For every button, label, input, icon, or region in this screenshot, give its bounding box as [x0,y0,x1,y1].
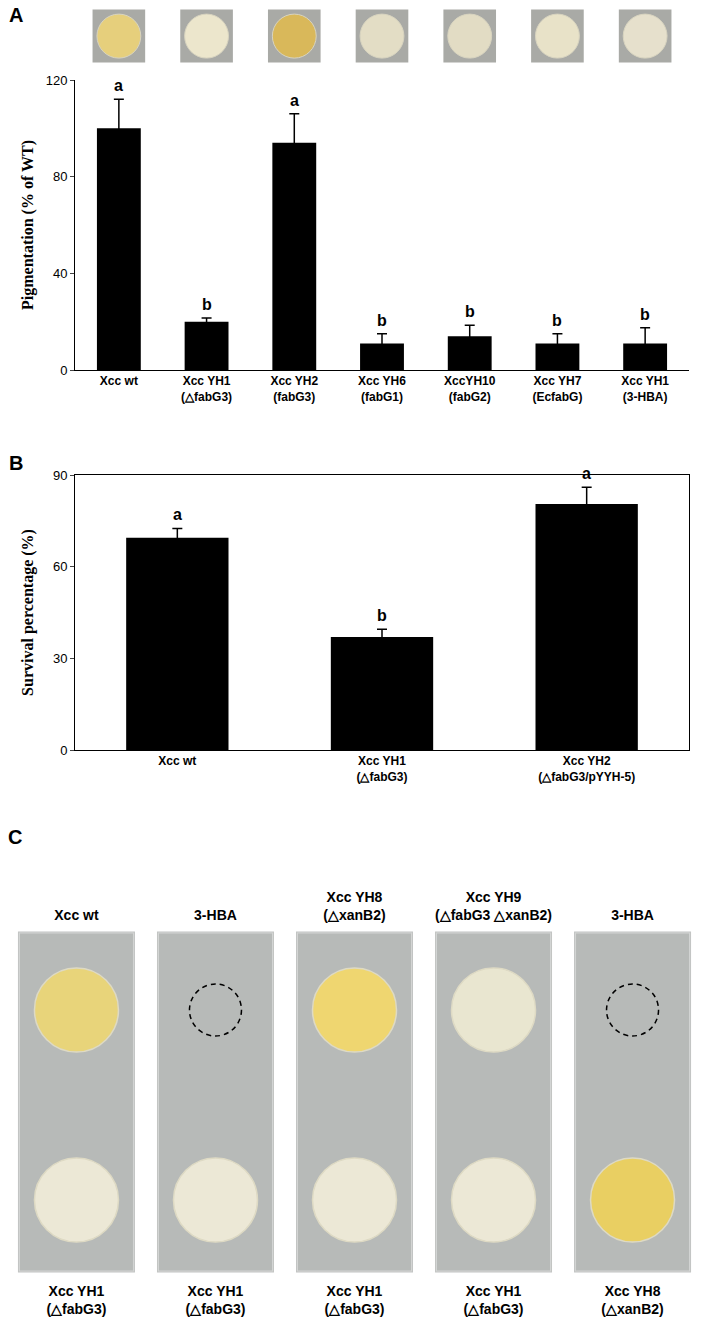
svg-text:a: a [582,465,591,482]
svg-text:120: 120 [46,73,68,88]
svg-text:60: 60 [53,559,67,574]
svg-text:a: a [173,506,182,523]
svg-text:B: B [9,452,23,474]
svg-text:Survival percentage (%): Survival percentage (%) [19,529,37,696]
svg-text:Xcc YH7(EcfabG): Xcc YH7(EcfabG) [532,374,582,404]
svg-text:Xcc YH2(△fabG3/pYYH-5): Xcc YH2(△fabG3/pYYH-5) [538,754,635,784]
svg-text:a: a [290,92,299,109]
svg-text:40: 40 [53,266,67,281]
svg-text:b: b [552,312,562,329]
svg-text:Xcc YH1(△fabG3): Xcc YH1(△fabG3) [464,1283,524,1317]
svg-text:Pigmentation (% of WT): Pigmentation (% of WT) [19,140,37,310]
svg-text:Xcc YH1(3-HBA): Xcc YH1(3-HBA) [621,374,669,404]
svg-text:30: 30 [53,651,67,666]
svg-text:Xcc YH1(△fabG3): Xcc YH1(△fabG3) [46,1283,106,1317]
svg-text:b: b [640,306,650,323]
svg-text:Xcc YH9(△fabG3 △xanB2): Xcc YH9(△fabG3 △xanB2) [435,889,552,923]
svg-text:XccYH10(fabG2): XccYH10(fabG2) [444,374,496,404]
svg-text:Xcc YH1(△fabG3): Xcc YH1(△fabG3) [357,754,408,784]
svg-text:Xcc YH8(△xanB2): Xcc YH8(△xanB2) [601,1283,663,1317]
svg-text:3-HBA: 3-HBA [194,907,237,923]
svg-text:Xcc YH1(△fabG3): Xcc YH1(△fabG3) [185,1283,245,1317]
svg-text:b: b [202,296,212,313]
svg-text:Xcc YH2(fabG3): Xcc YH2(fabG3) [270,374,318,404]
svg-text:a: a [114,77,123,94]
svg-text:b: b [465,303,475,320]
svg-text:0: 0 [60,363,67,378]
svg-text:Xcc YH1(△fabG3): Xcc YH1(△fabG3) [325,1283,385,1317]
svg-text:Xcc wt: Xcc wt [158,754,196,768]
svg-text:A: A [9,4,23,26]
svg-text:b: b [377,607,387,624]
svg-text:Xcc wt: Xcc wt [100,374,138,388]
svg-text:80: 80 [53,169,67,184]
svg-text:Xcc YH8(△xanB2): Xcc YH8(△xanB2) [323,889,385,923]
svg-text:Xcc wt: Xcc wt [54,907,99,923]
svg-text:Xcc YH6(fabG1): Xcc YH6(fabG1) [358,374,406,404]
svg-text:3-HBA: 3-HBA [611,907,654,923]
svg-text:b: b [377,312,387,329]
svg-text:0: 0 [60,743,67,758]
svg-text:C: C [8,826,22,848]
svg-text:90: 90 [53,468,67,483]
svg-text:Xcc YH1(△fabG3): Xcc YH1(△fabG3) [181,374,232,404]
